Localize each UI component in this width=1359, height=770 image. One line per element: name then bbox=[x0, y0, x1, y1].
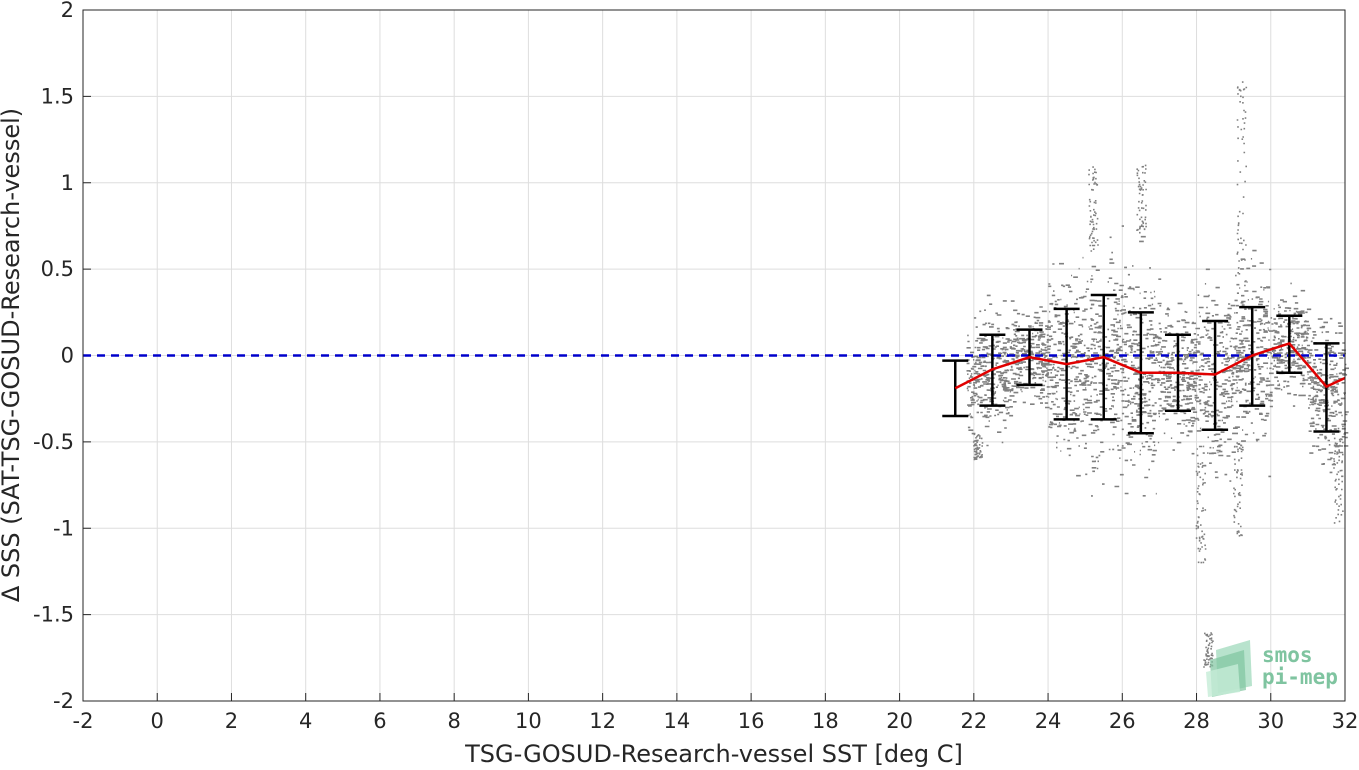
x-tick-label: 8 bbox=[447, 709, 460, 733]
y-tick-label: 0 bbox=[61, 344, 74, 368]
logo-line-1: smos bbox=[1262, 643, 1313, 667]
x-tick-label: 22 bbox=[960, 709, 987, 733]
x-tick-label: 10 bbox=[515, 709, 542, 733]
y-tick-label: 1.5 bbox=[41, 84, 74, 108]
x-tick-label: -2 bbox=[73, 709, 94, 733]
y-tick-label: -1.5 bbox=[33, 603, 74, 627]
y-tick-label: 2 bbox=[61, 0, 74, 22]
x-tick-label: 20 bbox=[886, 709, 913, 733]
error-bar bbox=[942, 359, 969, 418]
x-tick-label: 4 bbox=[299, 709, 312, 733]
x-tick-label: 32 bbox=[1332, 709, 1359, 733]
x-axis-label: TSG-GOSUD-Research-vessel SST [deg C] bbox=[464, 740, 963, 768]
y-tick-label: -0.5 bbox=[33, 430, 74, 454]
scatter-cloud bbox=[966, 81, 1349, 668]
y-tick-labels: -2 -1.5 -1 -0.5 0 0.5 1 1.5 2 bbox=[33, 0, 74, 713]
x-tick-labels: -2 0 2 4 6 8 10 12 14 16 18 20 22 24 26 28 30 32 bbox=[73, 709, 1359, 733]
y-tick-label: -2 bbox=[53, 689, 74, 713]
x-tick-label: 26 bbox=[1109, 709, 1136, 733]
smos-pimep-logo: smos pi-mep bbox=[1206, 640, 1338, 697]
x-tick-label: 30 bbox=[1257, 709, 1284, 733]
logo-line-2: pi-mep bbox=[1262, 665, 1338, 689]
x-tick-label: 6 bbox=[373, 709, 386, 733]
plot-frame bbox=[82, 9, 1346, 702]
logo-graphic-icon bbox=[1206, 640, 1252, 697]
x-tick-label: 14 bbox=[664, 709, 691, 733]
y-tick-label: 0.5 bbox=[41, 257, 74, 281]
x-tick-label: 2 bbox=[225, 709, 238, 733]
y-axis-label: Δ SSS (SAT-TSG-GOSUD-Research-vessel) bbox=[0, 108, 25, 602]
x-tick-label: 28 bbox=[1183, 709, 1210, 733]
x-tick-label: 18 bbox=[812, 709, 839, 733]
scatter-points bbox=[966, 81, 1349, 668]
y-tick-label: -1 bbox=[53, 516, 74, 540]
x-tick-label: 16 bbox=[738, 709, 765, 733]
x-tick-label: 12 bbox=[589, 709, 616, 733]
y-tick-label: 1 bbox=[61, 171, 74, 195]
binned-mean-line bbox=[954, 341, 1346, 390]
x-tick-label: 0 bbox=[151, 709, 164, 733]
x-tick-label: 24 bbox=[1035, 709, 1062, 733]
